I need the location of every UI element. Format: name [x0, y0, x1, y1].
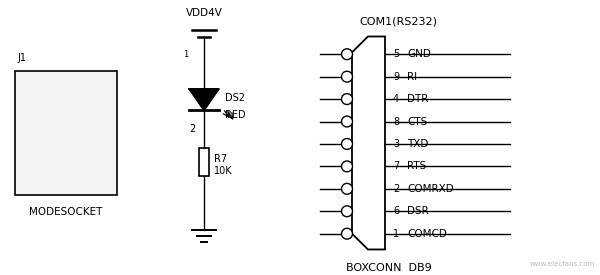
Text: 1: 1 [184, 50, 188, 59]
Text: COM1(RS232): COM1(RS232) [359, 16, 437, 27]
Text: DSR: DSR [407, 206, 429, 216]
Text: COMCD: COMCD [407, 229, 447, 239]
Circle shape [341, 139, 353, 149]
Text: 2: 2 [189, 124, 195, 134]
Text: CTS: CTS [407, 117, 427, 126]
Text: DS2: DS2 [225, 93, 245, 103]
Text: RI: RI [407, 72, 417, 82]
Circle shape [341, 206, 353, 217]
Bar [15, 70, 117, 195]
Polygon shape [352, 37, 385, 249]
Text: 10K: 10K [214, 166, 233, 176]
Text: 9: 9 [393, 72, 399, 82]
Text: RTS: RTS [407, 161, 426, 171]
Bar [199, 148, 209, 175]
Polygon shape [189, 89, 219, 111]
Text: 8: 8 [393, 117, 399, 126]
Text: 7: 7 [393, 161, 399, 171]
Circle shape [341, 71, 353, 82]
Text: J1: J1 [17, 53, 26, 63]
Circle shape [341, 228, 353, 239]
Text: 1: 1 [393, 229, 399, 239]
Circle shape [341, 94, 353, 104]
Text: MODESOCKET: MODESOCKET [29, 207, 103, 217]
Text: DTR: DTR [407, 94, 428, 104]
Text: VDD4V: VDD4V [185, 8, 223, 18]
Text: 6: 6 [393, 206, 399, 216]
Text: R7: R7 [214, 154, 227, 164]
Text: 3: 3 [393, 139, 399, 149]
Text: 4: 4 [393, 94, 399, 104]
Text: TXD: TXD [407, 139, 428, 149]
Text: COMRXD: COMRXD [407, 184, 454, 194]
Circle shape [341, 161, 353, 172]
Text: www.elecfans.com: www.elecfans.com [530, 261, 595, 267]
Text: RED: RED [225, 111, 245, 120]
Text: 5: 5 [393, 49, 399, 59]
Text: 2: 2 [393, 184, 399, 194]
Circle shape [341, 116, 353, 127]
Circle shape [341, 183, 353, 194]
Circle shape [341, 49, 353, 60]
Text: BOXCONN  DB9: BOXCONN DB9 [346, 263, 431, 273]
Text: GND: GND [407, 49, 431, 59]
